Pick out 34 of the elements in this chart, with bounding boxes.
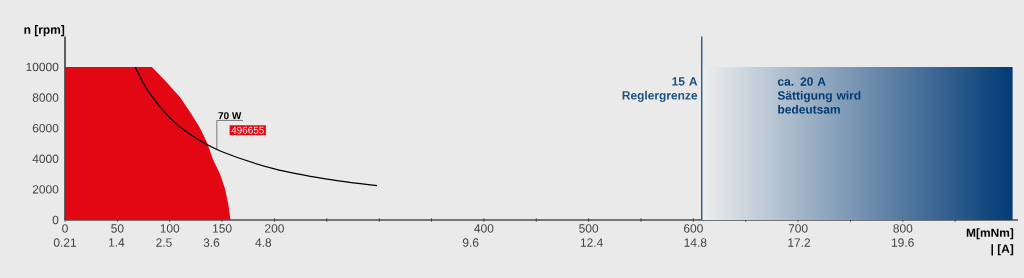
y-tick-label: 2000 — [32, 185, 59, 194]
y-tick-label: 6000 — [32, 123, 59, 133]
x2-axis-title: | [A] — [991, 244, 1014, 256]
x-axis-title: M[mNm] — [966, 228, 1014, 240]
x2-tick-label: 17.2 — [788, 238, 811, 247]
x2-tick-label: 12.4 — [580, 238, 603, 247]
annotation: 70 W — [218, 112, 242, 120]
band-label: ca. 20 A Sättigung wird bedeutsam — [777, 77, 861, 114]
x2-tick-label: 3.6 — [203, 238, 220, 247]
x2-tick-label: 1.4 — [109, 238, 125, 247]
y-tick-label: 0 — [52, 215, 59, 225]
x2-tick-label: 2.5 — [156, 238, 172, 247]
x-tick-label: 150 — [213, 224, 232, 233]
y-axis-title: n [rpm] — [24, 25, 65, 37]
y-tick-label: 8000 — [32, 93, 59, 102]
x2-tick-label: 19.6 — [891, 238, 914, 247]
x-tick-label: 400 — [474, 224, 494, 233]
x2-tick-label: 4.8 — [255, 238, 272, 247]
x-tick-label: 700 — [788, 224, 808, 233]
annotation: 496655 — [231, 126, 264, 134]
x-tick-label: 500 — [579, 224, 599, 233]
y-tick-label: 10000 — [26, 62, 59, 72]
x-tick-label: 100 — [160, 224, 180, 233]
x2-tick-label: 14.8 — [684, 238, 707, 247]
x2-tick-label: 0.21 — [53, 238, 77, 247]
x-tick-label: 800 — [893, 224, 913, 233]
ref-line-label: 15 A Reglergrenze — [622, 77, 698, 103]
y-tick-label: 4000 — [32, 154, 59, 164]
x-tick-label: 200 — [265, 224, 284, 233]
line-series — [134, 66, 378, 187]
x-tick-label: 600 — [684, 224, 703, 233]
x2-tick-label: 9.6 — [462, 238, 479, 247]
x-tick-label: 0 — [62, 224, 68, 233]
x-tick-label: 50 — [111, 224, 124, 233]
